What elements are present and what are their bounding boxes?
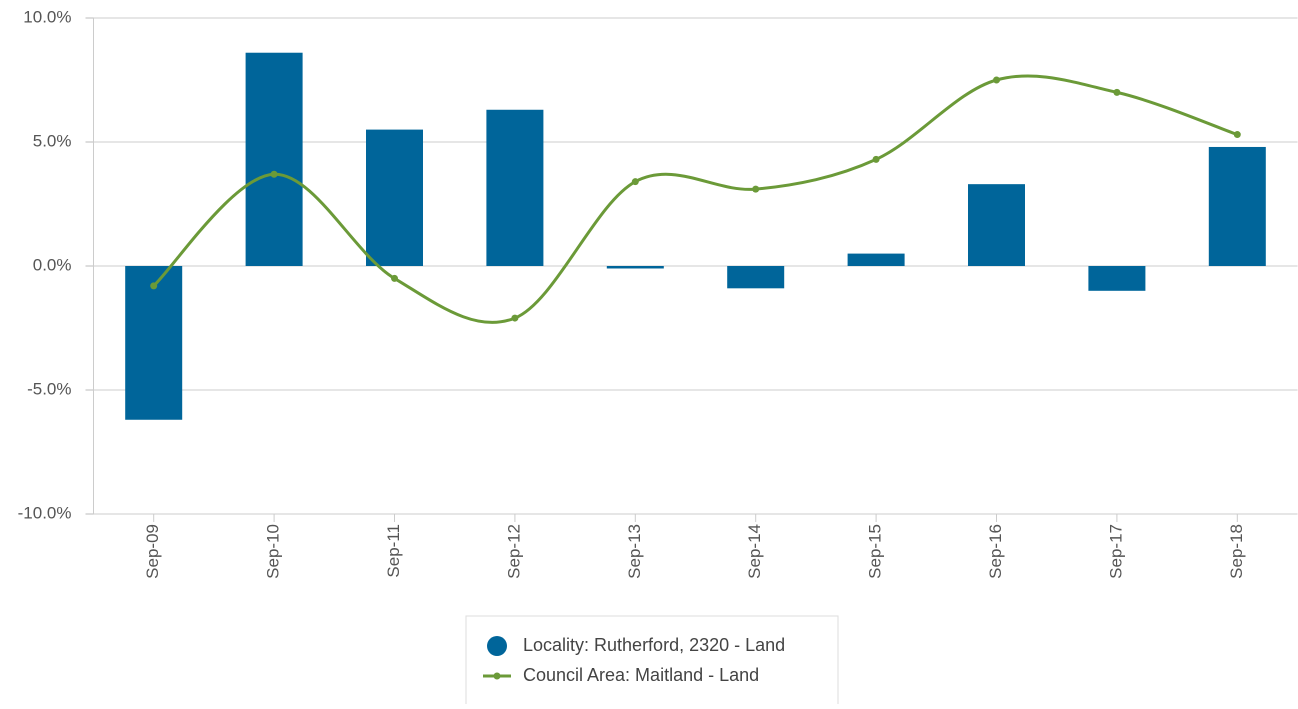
line-point	[752, 185, 760, 193]
legend: Locality: Rutherford, 2320 - Land Council…	[465, 615, 839, 709]
legend-label: Council Area: Maitland - Land	[523, 665, 759, 685]
x-tick-label: Sep-15	[866, 524, 885, 579]
x-tick-label: Sep-12	[504, 524, 523, 579]
x-tick-label: Sep-10	[264, 524, 283, 579]
bar	[727, 266, 785, 289]
y-tick-label: 0.0%	[33, 255, 72, 274]
x-tick-label: Sep-17	[1106, 524, 1125, 579]
line-point	[872, 155, 880, 163]
line-point	[1233, 131, 1241, 139]
bar	[125, 266, 183, 420]
x-tick-label: Sep-16	[986, 524, 1005, 579]
bar	[606, 266, 664, 269]
y-tick-label: -5.0%	[27, 379, 71, 398]
bar	[968, 184, 1025, 266]
line-point	[391, 274, 398, 282]
legend-marker	[493, 672, 501, 680]
x-tick-label: Sep-09	[143, 524, 162, 579]
line-point	[993, 76, 1000, 84]
line-point	[150, 282, 158, 290]
line-point	[1113, 88, 1121, 96]
x-tick-label: Sep-14	[745, 524, 764, 579]
bar	[245, 52, 303, 266]
y-tick-label: 5.0%	[33, 131, 72, 150]
bar	[847, 253, 905, 266]
legend-box	[465, 615, 839, 709]
line-point	[511, 314, 519, 322]
line	[152, 74, 1238, 324]
x-tick-label: Sep-11	[384, 524, 403, 578]
bar	[1208, 146, 1266, 266]
bar	[486, 109, 544, 266]
x-tick-label: Sep-13	[625, 524, 644, 579]
line-point	[270, 170, 278, 178]
legend-label: Locality: Rutherford, 2320 - Land	[523, 635, 785, 655]
line-point	[631, 178, 639, 186]
y-tick-label: 10.0%	[23, 7, 71, 26]
bar	[366, 129, 423, 266]
y-tick-label: -10.0%	[18, 503, 72, 522]
legend-marker	[487, 636, 507, 656]
x-tick-label: Sep-18	[1227, 524, 1246, 579]
bar	[1088, 266, 1146, 291]
